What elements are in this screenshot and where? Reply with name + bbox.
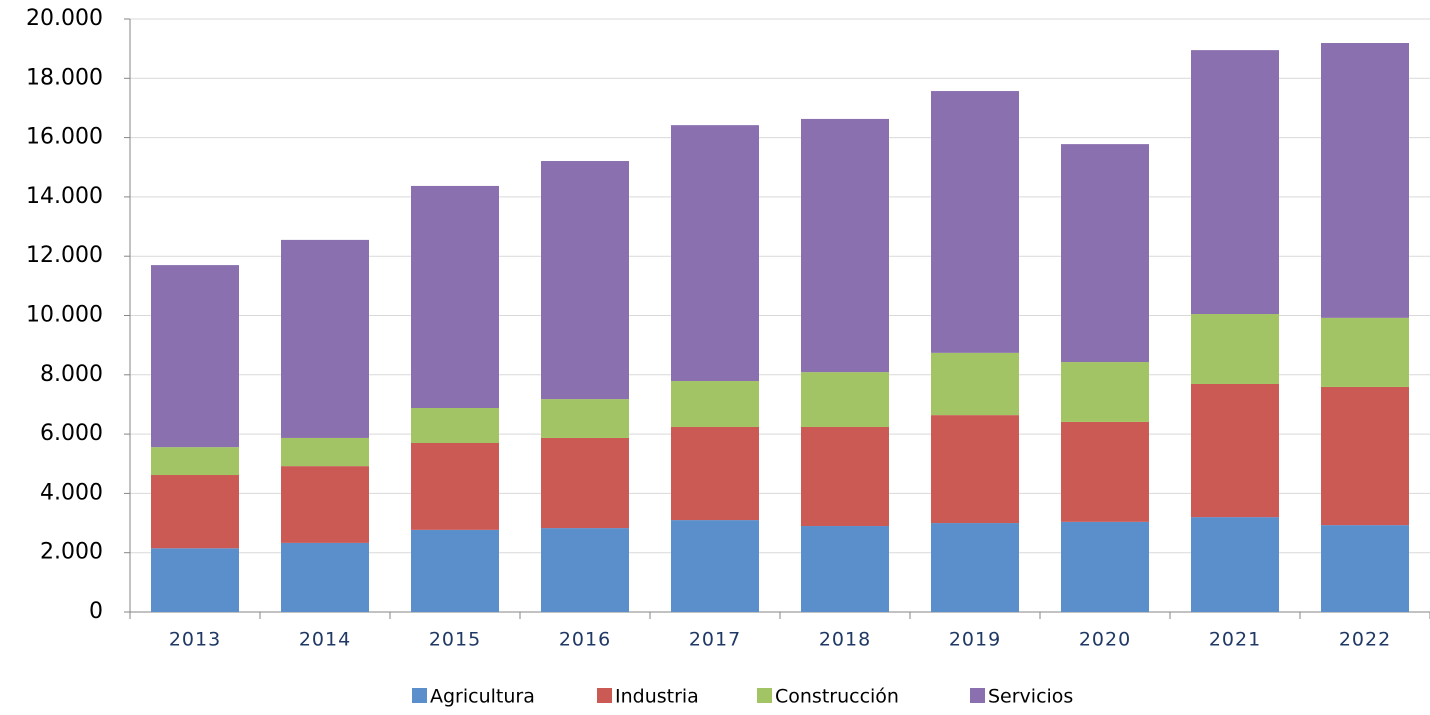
bar-segment — [541, 399, 629, 438]
bar-segment — [411, 442, 499, 530]
bar-segment — [1191, 517, 1279, 612]
legend-swatch — [970, 688, 985, 703]
bar-segment — [671, 125, 759, 382]
y-tick-label: 4.000 — [40, 480, 103, 505]
x-tick-label: 2019 — [949, 629, 1001, 651]
bar-segment — [801, 372, 889, 427]
bar-segment — [1321, 317, 1409, 387]
y-tick-label: 16.000 — [26, 125, 103, 150]
bar-segment — [671, 426, 759, 521]
bar-segment — [1061, 144, 1149, 363]
bar-segment — [151, 447, 239, 476]
y-tick-label: 10.000 — [26, 303, 103, 328]
bar-segment — [281, 437, 369, 467]
bar-segment — [281, 466, 369, 543]
bar-segment — [1191, 50, 1279, 315]
bar-segment — [281, 542, 369, 612]
bar-segment — [1061, 521, 1149, 612]
bar-segment — [151, 265, 239, 448]
bar-segment — [671, 520, 759, 612]
bar-segment — [801, 118, 889, 373]
bar-segment — [1061, 362, 1149, 422]
x-tick-label: 2014 — [299, 629, 351, 651]
bar-segment — [411, 408, 499, 443]
bar-segment — [1191, 383, 1279, 518]
y-tick-label: 18.000 — [26, 65, 103, 90]
bar-segment — [1191, 314, 1279, 384]
y-tick-label: 20.000 — [26, 6, 103, 31]
legend-label: Construcción — [775, 686, 899, 708]
bar-segment — [541, 437, 629, 529]
x-tick-label: 2013 — [169, 629, 221, 651]
x-tick-label: 2016 — [559, 629, 611, 651]
legend-swatch — [597, 688, 612, 703]
x-tick-label: 2022 — [1339, 629, 1391, 651]
y-tick-label: 2.000 — [40, 540, 103, 565]
x-tick-label: 2017 — [689, 629, 741, 651]
bar-segment — [541, 528, 629, 612]
legend-label: Agricultura — [430, 686, 535, 708]
bar-segment — [1321, 386, 1409, 526]
bar-segment — [281, 239, 369, 438]
bar-segment — [931, 415, 1019, 524]
bar-segment — [1061, 421, 1149, 522]
bar-segment — [151, 548, 239, 612]
bar-segment — [1321, 43, 1409, 318]
x-tick-label: 2015 — [429, 629, 481, 651]
y-tick-label: 6.000 — [40, 421, 103, 446]
x-tick-label: 2021 — [1209, 629, 1261, 651]
x-tick-label: 2018 — [819, 629, 871, 651]
x-tick-label: 2020 — [1079, 629, 1131, 651]
bar-segment — [931, 523, 1019, 612]
y-tick-label: 14.000 — [26, 184, 103, 209]
bar-segment — [931, 352, 1019, 416]
y-tick-label: 8.000 — [40, 362, 103, 387]
bar-segment — [151, 475, 239, 549]
bar-segment — [671, 381, 759, 427]
bar-segment — [541, 161, 629, 400]
y-tick-label: 12.000 — [26, 243, 103, 268]
legend-swatch — [412, 688, 427, 703]
y-tick-label: 0 — [89, 599, 103, 624]
legend-label: Industria — [615, 686, 699, 708]
legend-label: Servicios — [988, 686, 1073, 708]
legend-swatch — [757, 688, 772, 703]
bar-segment — [411, 185, 499, 409]
bar-segment — [411, 529, 499, 612]
bar-segment — [931, 91, 1019, 353]
bar-segment — [1321, 525, 1409, 612]
bar-segment — [801, 426, 889, 527]
bar-segment — [801, 526, 889, 612]
